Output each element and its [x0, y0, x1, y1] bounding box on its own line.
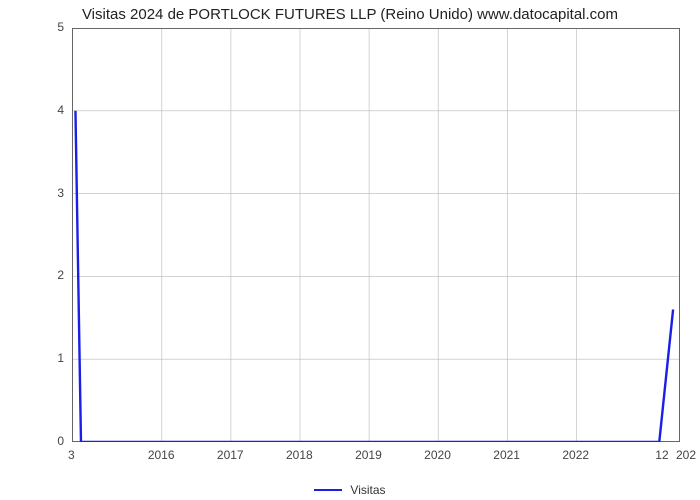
- x-tick-label: 2016: [148, 448, 175, 462]
- chart-plot: [72, 28, 680, 442]
- x-tick-label: 2019: [355, 448, 382, 462]
- x-tick-label: 2021: [493, 448, 520, 462]
- y-tick-label: 4: [57, 103, 64, 117]
- y-tick-label: 1: [57, 351, 64, 365]
- x-tick-label: 2022: [562, 448, 589, 462]
- x-tick-label: 2020: [424, 448, 451, 462]
- x-extra-label: 12: [655, 448, 668, 462]
- x-tick-label: 2018: [286, 448, 313, 462]
- legend-item-visitas: Visitas: [314, 483, 385, 497]
- y-tick-label: 5: [57, 20, 64, 34]
- x-tick-label: 2017: [217, 448, 244, 462]
- x-extra-label: 202: [676, 448, 696, 462]
- chart-container: Visitas 2024 de PORTLOCK FUTURES LLP (Re…: [0, 0, 700, 500]
- legend-swatch: [314, 489, 342, 491]
- legend-label: Visitas: [350, 483, 385, 497]
- y-tick-label: 0: [57, 434, 64, 448]
- x-extra-label: 3: [68, 448, 75, 462]
- chart-legend: Visitas: [0, 478, 700, 497]
- y-tick-label: 3: [57, 186, 64, 200]
- y-tick-label: 2: [57, 268, 64, 282]
- chart-title: Visitas 2024 de PORTLOCK FUTURES LLP (Re…: [0, 6, 700, 23]
